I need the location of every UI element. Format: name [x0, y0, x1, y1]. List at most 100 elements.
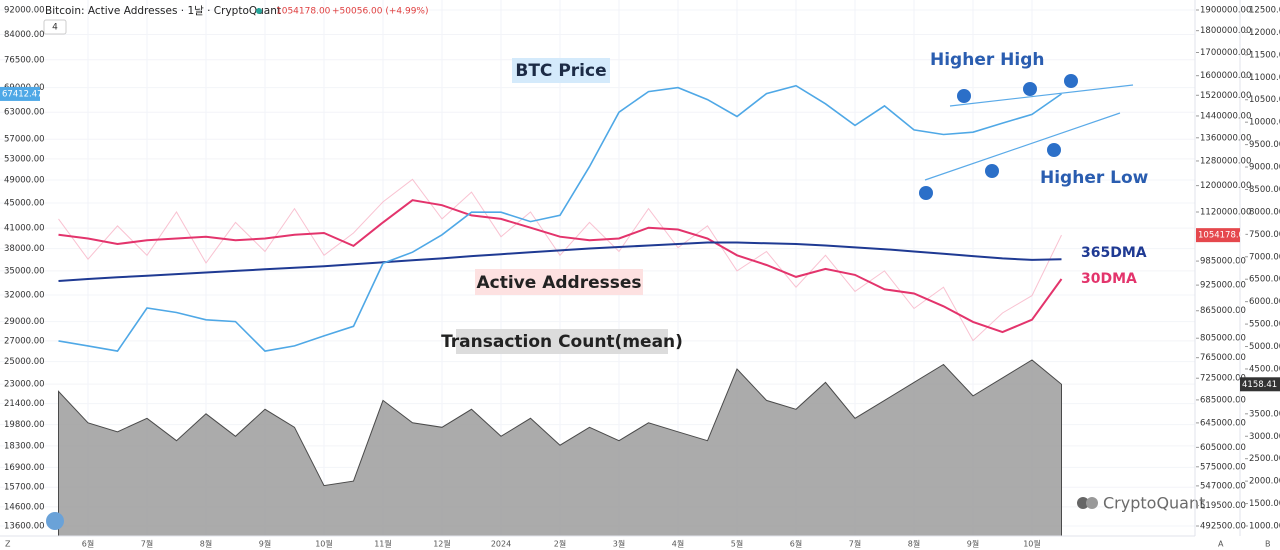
footer-label: B	[1265, 540, 1271, 549]
y-tick-label: 7000.00	[1249, 252, 1280, 262]
series-line	[58, 178, 1062, 342]
last-value-box	[0, 86, 40, 101]
x-tick-label: 2월	[554, 539, 566, 549]
y-tick-label: 45000.00	[4, 199, 45, 209]
y-tick-label: 6000.00	[1249, 297, 1280, 307]
y-tick-label: 25000.00	[4, 357, 45, 367]
badge[interactable]: 4	[52, 23, 58, 33]
plot-area: 6월 7월 8월 9월 10월 11월 12월 2024 2월 3월 4월 5월 6월 7월 8월 9월 10월	[0, 0, 1195, 549]
y-tick-label: 38000.00	[4, 244, 45, 254]
y-tick-label: 63000.00	[4, 108, 45, 118]
x-tick-label: 7월	[849, 539, 861, 549]
x-tick-label: 9월	[967, 539, 979, 549]
y-tick-label: 985000.00	[1200, 257, 1246, 267]
x-tick-label: 12월	[433, 539, 451, 549]
x-tick-label: 10월	[315, 539, 333, 549]
y-tick-label: 19800.00	[4, 420, 45, 430]
logo-icon	[46, 512, 64, 530]
axes: 92000.0084000.0076500.0069000.0063000.00…	[0, 0, 1280, 536]
label-background	[456, 329, 668, 354]
last-value-label: 67412.47	[2, 89, 43, 99]
x-tick-label: 2024	[491, 540, 511, 549]
badge-box[interactable]	[43, 19, 67, 35]
change: +50056.00 (+4.99%)	[332, 7, 429, 17]
watermark-logo	[1077, 497, 1098, 509]
y-tick-label: 1000.00	[1249, 522, 1280, 532]
y-tick-label: 1440000.00	[1200, 111, 1251, 121]
footer-label: Z	[5, 540, 11, 549]
y-tick-label: 5000.00	[1249, 342, 1280, 352]
y-tick-label: 3500.00	[1249, 409, 1280, 419]
footer-label: A	[1218, 540, 1224, 549]
y-tick-label: 41000.00	[4, 224, 45, 234]
y-tick-label: 2500.00	[1249, 454, 1280, 464]
last-value-box	[1196, 228, 1240, 243]
x-tick-label: 5월	[731, 539, 743, 549]
y-tick-label: 9500.00	[1249, 140, 1280, 150]
series-area	[58, 359, 1062, 537]
y-tick-label: 1600000.00	[1200, 71, 1251, 81]
series-line	[58, 241, 1062, 282]
y-tick-label: 53000.00	[4, 154, 45, 164]
y-tick-label: 1520000.00	[1200, 91, 1251, 101]
y-tick-label: 10000.00	[1249, 118, 1280, 128]
series-label: Active Addresses	[476, 273, 641, 293]
watermark: CryptoQuant	[1103, 494, 1205, 513]
x-tick-label: 4월	[672, 539, 684, 549]
y-tick-label: 6500.00	[1249, 275, 1280, 285]
last-value-label: 1054178.00	[1198, 231, 1249, 241]
series-label: 365DMA	[1081, 245, 1147, 261]
x-tick-label: 7월	[141, 539, 153, 549]
x-tick-label: 10월	[1023, 539, 1041, 549]
chart-title: Bitcoin: Active Addresses · 1날 · CryptoQ…	[45, 5, 281, 17]
series-label: BTC Price	[515, 61, 606, 81]
y-tick-label: 3000.00	[1249, 432, 1280, 442]
y-tick-label: 2000.00	[1249, 477, 1280, 487]
trend-annotation	[919, 74, 1134, 200]
y-tick-label: 519500.00	[1200, 501, 1246, 511]
status-dot	[256, 8, 262, 14]
y-tick-label: 605000.00	[1200, 443, 1246, 453]
y-tick-label: 9000.00	[1249, 163, 1280, 173]
y-tick-label: 21400.00	[4, 399, 45, 409]
y-tick-label: 1500.00	[1249, 499, 1280, 509]
y-tick-label: 925000.00	[1200, 281, 1246, 291]
y-tick-label: 805000.00	[1200, 334, 1246, 344]
label-background	[512, 58, 610, 83]
series-line	[58, 199, 1063, 334]
y-tick-label: 1200000.00	[1200, 181, 1251, 191]
last-value-box	[1240, 377, 1280, 392]
y-tick-label: 84000.00	[4, 30, 45, 40]
y-tick-label: 8500.00	[1249, 185, 1280, 195]
x-tick-label: 11월	[374, 539, 392, 549]
y-tick-label: 14600.00	[4, 502, 45, 512]
y-tick-label: 1360000.00	[1200, 133, 1251, 143]
x-tick-label: 3월	[613, 539, 625, 549]
last-value: 1054178.00	[276, 7, 331, 17]
y-tick-label: 1120000.00	[1200, 207, 1251, 217]
y-tick-label: 765000.00	[1200, 353, 1246, 363]
y-tick-label: 49000.00	[4, 176, 45, 186]
y-tick-label: 1700000.00	[1200, 48, 1251, 58]
y-tick-label: 11500.00	[1249, 50, 1280, 60]
series-line	[58, 84, 1062, 352]
y-tick-label: 492500.00	[1200, 522, 1246, 532]
y-tick-label: 8000.00	[1249, 207, 1280, 217]
y-tick-label: 4500.00	[1249, 364, 1280, 374]
x-tick-label: 6월	[790, 539, 802, 549]
y-tick-label: 865000.00	[1200, 306, 1246, 316]
y-tick-label: 18300.00	[4, 441, 45, 451]
x-tick-label: 8월	[200, 539, 212, 549]
y-tick-label: 76500.00	[4, 55, 45, 65]
last-value-label: 4158.41	[1242, 380, 1277, 390]
x-tick-label: 9월	[259, 539, 271, 549]
y-tick-label: 12000.00	[1249, 28, 1280, 38]
annotation: Higher High	[930, 50, 1044, 70]
y-tick-label: 35000.00	[4, 266, 45, 276]
y-tick-label: 11000.00	[1249, 73, 1280, 83]
y-tick-label: 10500.00	[1249, 95, 1280, 105]
y-tick-label: 685000.00	[1200, 395, 1246, 405]
y-tick-label: 23000.00	[4, 380, 45, 390]
y-tick-label: 575000.00	[1200, 462, 1246, 472]
